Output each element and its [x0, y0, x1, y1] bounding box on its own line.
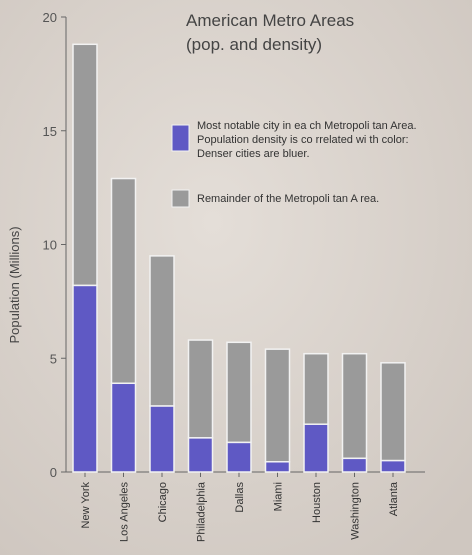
x-tick-label: Philadelphia: [196, 481, 208, 542]
bar-remainder: [72, 43, 98, 287]
legend-swatch-city: [171, 124, 190, 152]
x-tick-label: Dallas: [234, 482, 246, 513]
y-tick-label: 20: [43, 10, 57, 25]
legend-text-remainder: Remainder of the Metropoli tan A rea.: [197, 193, 379, 205]
bar-city: [72, 284, 98, 473]
x-tick-label: Washington: [350, 482, 362, 540]
legend-text-city: Population density is co rrelated wi th …: [197, 134, 409, 146]
x-tick-label: New York: [80, 482, 92, 529]
bar-city: [149, 405, 175, 473]
legend-text-city: Most notable city in ea ch Metropoli tan…: [197, 120, 417, 132]
bar-remainder: [187, 339, 214, 439]
bar-city: [264, 461, 291, 473]
y-tick-label: 10: [43, 238, 57, 253]
x-tick-label: Los Angeles: [119, 482, 131, 542]
bar-remainder: [226, 341, 252, 444]
legend: Most notable city in ea ch Metropoli tan…: [171, 120, 417, 208]
x-tick-label: Atlanta: [388, 481, 400, 516]
legend-text-city: Denser cities are bluer.: [197, 148, 310, 160]
bar-remainder: [341, 352, 368, 460]
bars: [72, 43, 406, 473]
bar-city: [226, 441, 252, 473]
x-tick-label: Miami: [273, 482, 285, 511]
chart-title-line-2: (pop. and density): [186, 35, 322, 54]
bar-remainder: [110, 177, 137, 385]
bar-city: [110, 382, 137, 473]
bar-remainder: [264, 348, 291, 463]
y-tick-label: 15: [43, 124, 57, 139]
bar-remainder: [149, 255, 175, 407]
bar-remainder: [380, 362, 406, 462]
legend-swatch-remainder: [171, 189, 190, 208]
y-axis-label: Population (Millions): [7, 226, 22, 343]
y-tick-label: 0: [50, 465, 57, 480]
bar-city: [187, 437, 214, 473]
labels: New York Los Angeles Chicago Philadelphia Da…: [80, 481, 400, 542]
bar-remainder: [303, 352, 329, 425]
x-tick-label: Houston: [311, 482, 323, 523]
y-tick-label: 5: [50, 351, 57, 366]
chart-title-line-1: American Metro Areas: [186, 11, 354, 30]
bar-city: [303, 423, 329, 473]
bar-city: [380, 459, 406, 473]
x-tick-label: Chicago: [157, 482, 169, 522]
bar-city: [341, 457, 368, 473]
